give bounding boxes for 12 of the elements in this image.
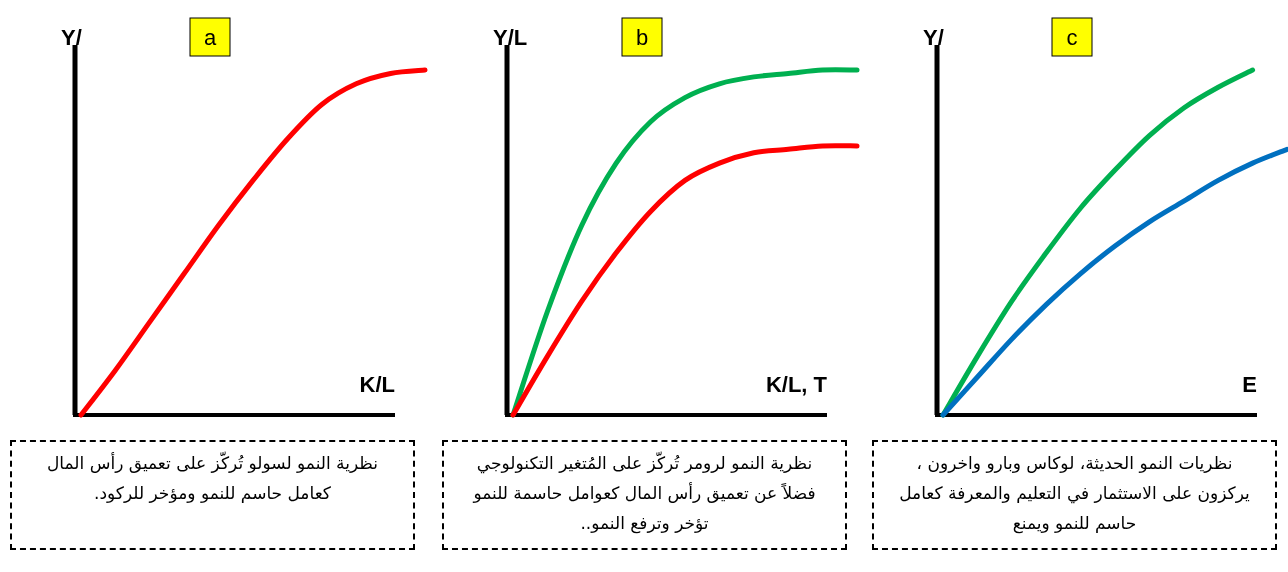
text: نظرية النمو لرومر تُركّز على المُتغير التكنولوجي فضلاً عن تعميق رأس المال كعوامل حاسمة للنمو تؤخر وترفع النمو.. xyxy=(442,440,847,550)
x-axis-title: K/L, T xyxy=(765,372,828,397)
x-axis-title: E xyxy=(1242,372,1257,397)
y-axis-title: Y/ xyxy=(923,25,944,50)
y-axis-title: Y/ xyxy=(61,25,82,50)
chart-title: c xyxy=(1066,25,1078,50)
text: نظرية النمو لسولو تُركّز على تعميق رأس المال كعامل حاسم للنمو ومؤخر للركود. xyxy=(10,440,415,550)
x-axis-title: K/L xyxy=(359,372,395,397)
y-axis-title: Y/L xyxy=(493,25,528,50)
chart-title: a xyxy=(203,25,217,50)
text: نظريات النمو الحديثة، لوكاس وبارو واخرون ، يركزون على الاستثمار في التعليم والمعرفة كعامل حاسم للنمو ويمنع xyxy=(872,440,1277,550)
chart-title: b xyxy=(635,25,649,50)
